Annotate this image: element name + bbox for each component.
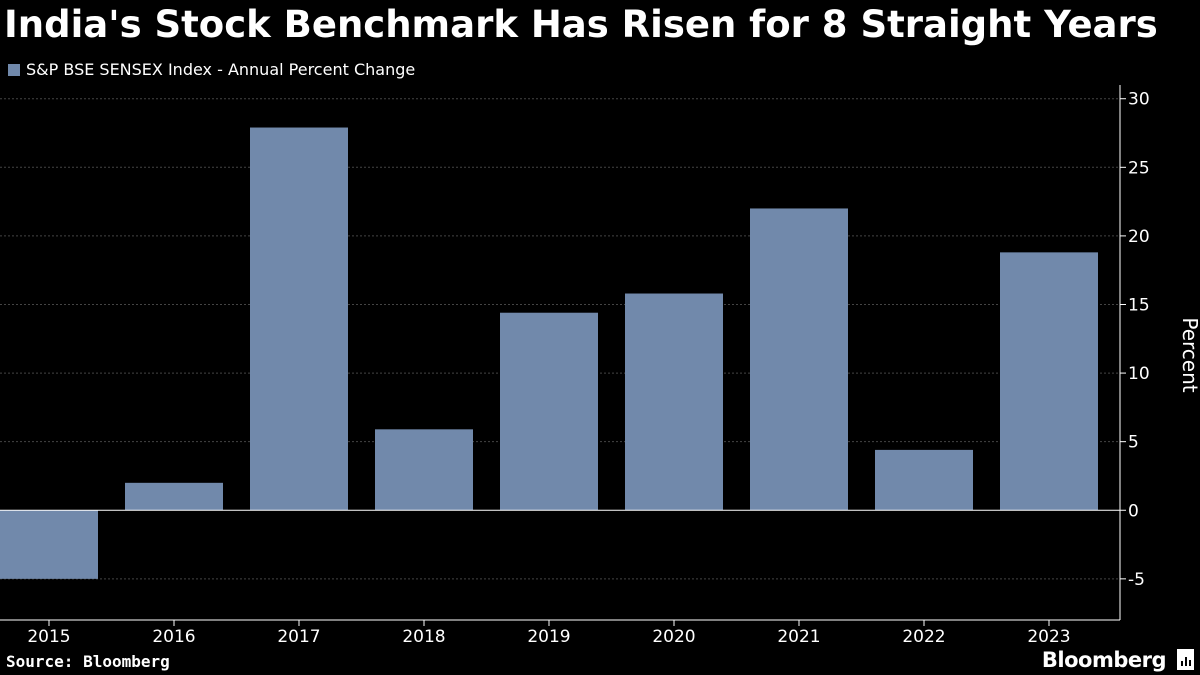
bloomberg-chart-icon <box>1177 649 1194 670</box>
bloomberg-logo: Bloomberg <box>1041 648 1167 672</box>
bar <box>375 429 473 511</box>
bar <box>625 293 723 511</box>
legend: S&P BSE SENSEX Index - Annual Percent Ch… <box>8 60 415 80</box>
x-tick-label: 2022 <box>902 627 945 647</box>
y-tick-label: 15 <box>1128 295 1150 315</box>
y-tick-label: 25 <box>1128 158 1150 178</box>
y-tick-label: 20 <box>1128 227 1150 247</box>
y-tick-label: -5 <box>1128 570 1145 590</box>
x-tick-label: 2017 <box>277 627 320 647</box>
x-tick-label: 2021 <box>777 627 820 647</box>
bar <box>875 449 973 511</box>
chart-title: India's Stock Benchmark Has Risen for 8 … <box>4 3 1158 46</box>
y-axis-title: Percent <box>1178 317 1200 392</box>
bar <box>500 312 598 511</box>
y-tick-label: 5 <box>1128 433 1139 453</box>
x-tick-label: 2020 <box>652 627 695 647</box>
bar <box>250 127 348 511</box>
bar <box>0 510 98 579</box>
bar <box>1000 252 1098 511</box>
source-note: Source: Bloomberg <box>6 652 170 671</box>
y-tick-label: 0 <box>1128 501 1139 521</box>
x-tick-label: 2023 <box>1027 627 1070 647</box>
legend-swatch <box>8 64 20 76</box>
y-tick-label: 10 <box>1128 364 1150 384</box>
x-tick-label: 2016 <box>152 627 195 647</box>
y-tick-label: 30 <box>1128 90 1150 110</box>
bar <box>750 208 848 511</box>
x-tick-label: 2018 <box>402 627 445 647</box>
bar <box>125 482 223 511</box>
x-tick-label: 2015 <box>27 627 70 647</box>
x-tick-label: 2019 <box>527 627 570 647</box>
legend-label: S&P BSE SENSEX Index - Annual Percent Ch… <box>26 60 416 79</box>
